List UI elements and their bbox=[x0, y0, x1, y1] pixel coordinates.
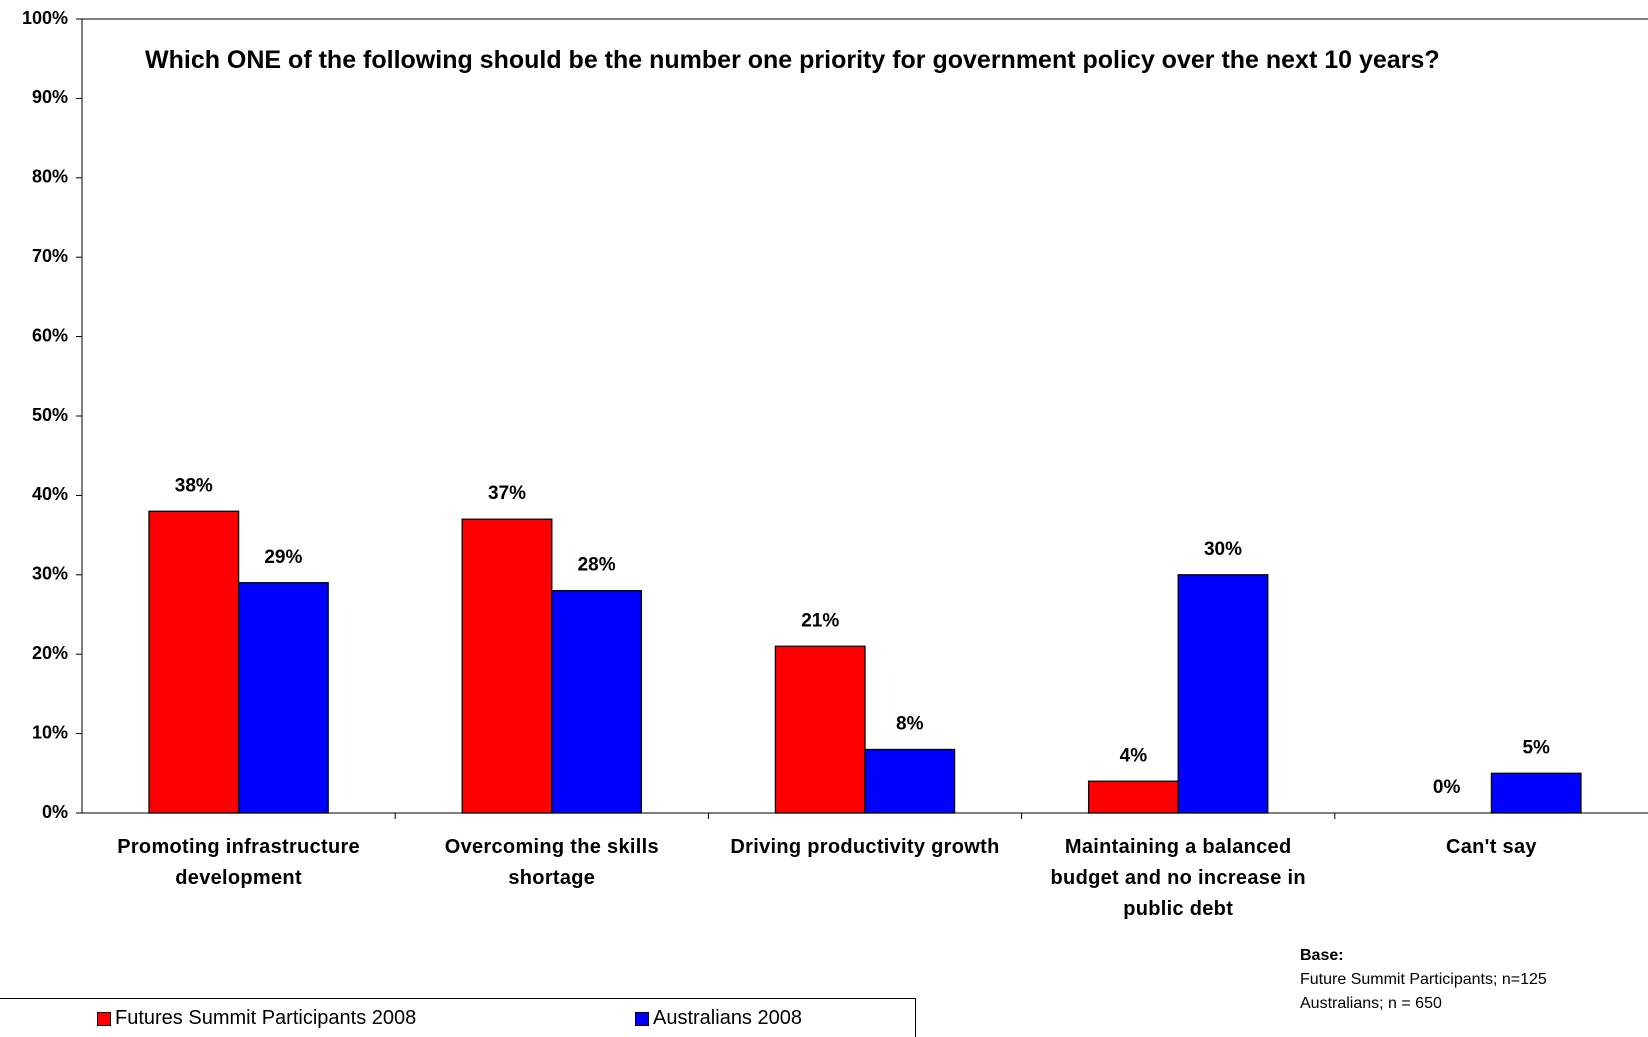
y-tick-label: 60% bbox=[32, 325, 68, 345]
y-tick-label: 10% bbox=[32, 722, 68, 742]
legend-label: Australians 2008 bbox=[653, 1007, 802, 1029]
y-tick-label: 100% bbox=[22, 8, 68, 28]
x-tick-label: Driving productivity growth bbox=[730, 836, 1000, 858]
bar bbox=[1490, 772, 1582, 814]
y-tick-label: 50% bbox=[32, 405, 68, 425]
bar bbox=[461, 518, 553, 814]
chart-title: Which ONE of the following should be the… bbox=[145, 46, 1440, 74]
legend: Futures Summit Participants 2008 Australi… bbox=[0, 998, 916, 1037]
x-tick-label: Promoting infrastructure development bbox=[117, 836, 360, 889]
note-line: Future Summit Participants; n=125 bbox=[1300, 971, 1547, 988]
value-label: 8% bbox=[896, 713, 924, 734]
bar bbox=[774, 645, 866, 814]
value-label: 4% bbox=[1120, 745, 1148, 766]
value-label: 37% bbox=[488, 483, 526, 504]
value-label: 38% bbox=[175, 475, 213, 496]
bar bbox=[237, 582, 329, 814]
bar bbox=[1087, 780, 1179, 814]
note-title: Base: bbox=[1300, 947, 1344, 964]
y-tick-label: 0% bbox=[42, 802, 68, 822]
bar bbox=[148, 510, 240, 814]
base-note: Base: Future Summit Participants; n=125 … bbox=[1300, 944, 1547, 1016]
note-line: Australians; n = 650 bbox=[1300, 995, 1442, 1012]
y-tick-label: 80% bbox=[32, 167, 68, 187]
bar bbox=[551, 590, 643, 814]
bar bbox=[864, 748, 956, 814]
value-label: 30% bbox=[1204, 539, 1242, 560]
x-tick-label: Maintaining a balanced budget and no inc… bbox=[1050, 836, 1306, 920]
x-tick-label: Overcoming the skills shortage bbox=[444, 836, 659, 889]
value-label: 0% bbox=[1433, 777, 1461, 798]
y-tick-label: 90% bbox=[32, 87, 68, 107]
y-tick-label: 30% bbox=[32, 564, 68, 584]
legend-swatch bbox=[97, 1011, 111, 1026]
value-label: 28% bbox=[578, 555, 616, 576]
x-tick-label: Can't say bbox=[1445, 836, 1537, 858]
value-label: 21% bbox=[801, 610, 839, 631]
legend-item: Futures Summit Participants 2008 bbox=[97, 1007, 416, 1030]
legend-item: Australians 2008 bbox=[635, 1007, 802, 1030]
legend-swatch bbox=[635, 1011, 649, 1026]
value-label: 5% bbox=[1522, 737, 1550, 758]
legend-label: Futures Summit Participants 2008 bbox=[115, 1007, 417, 1029]
y-tick-label: 20% bbox=[32, 643, 68, 663]
value-label: 29% bbox=[264, 547, 302, 568]
y-tick-label: 70% bbox=[32, 246, 68, 266]
y-tick-label: 40% bbox=[32, 484, 68, 504]
bar bbox=[1177, 574, 1269, 814]
